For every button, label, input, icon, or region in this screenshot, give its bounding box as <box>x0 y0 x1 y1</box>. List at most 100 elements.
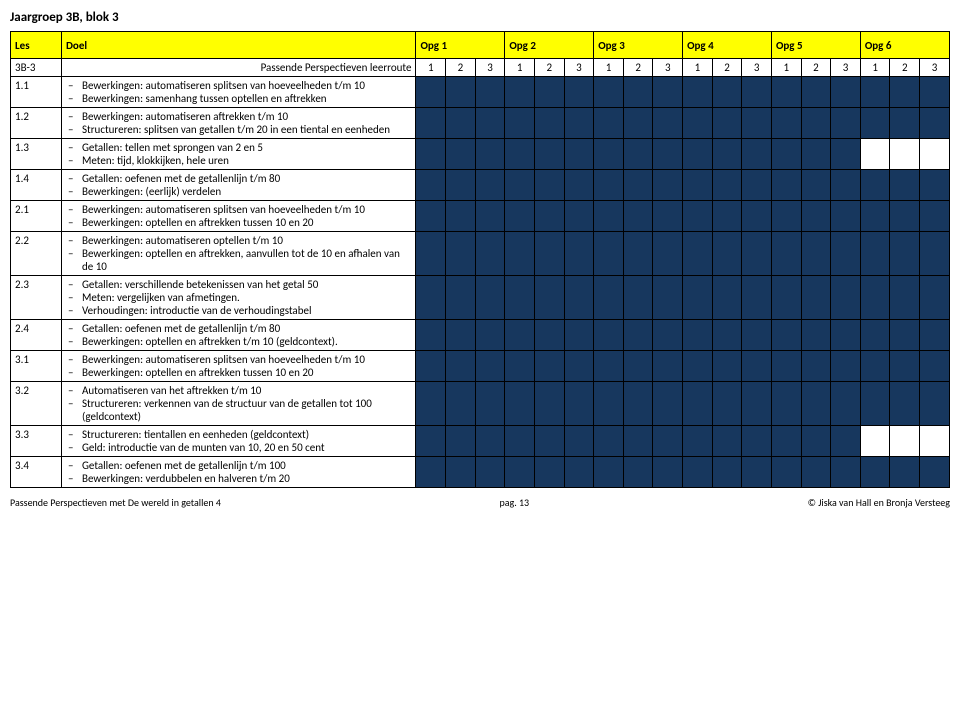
grid-cell <box>534 276 564 320</box>
grid-cell <box>920 170 950 201</box>
table-row: 1.3Getallen: tellen met sprongen van 2 e… <box>11 139 950 170</box>
grid-cell <box>446 139 476 170</box>
row-code: 2.2 <box>11 232 62 276</box>
grid-cell <box>594 201 624 232</box>
grid-cell <box>475 276 505 320</box>
grid-cell <box>416 457 446 488</box>
grid-cell <box>683 426 713 457</box>
grid-cell <box>801 382 831 426</box>
grid-cell <box>416 276 446 320</box>
legend-num: 3 <box>564 59 594 77</box>
hdr-doel: Doel <box>61 32 415 59</box>
grid-cell <box>505 77 535 108</box>
table-row: 3.2Automatiseren van het aftrekken t/m 1… <box>11 382 950 426</box>
doel-item: Getallen: oefenen met de getallenlijn t/… <box>80 459 411 472</box>
grid-cell <box>742 77 772 108</box>
grid-cell <box>446 382 476 426</box>
doel-item: Bewerkingen: samenhang tussen optellen e… <box>80 92 411 105</box>
doel-item: Structureren: verkennen van de structuur… <box>80 397 411 423</box>
row-code: 1.2 <box>11 108 62 139</box>
row-doel: Getallen: oefenen met de getallenlijn t/… <box>61 457 415 488</box>
doel-item: Structureren: tientallen en eenheden (ge… <box>80 428 411 441</box>
grid-cell <box>594 108 624 139</box>
table-row: 2.2 Bewerkingen: automatiseren optellen t… <box>11 232 950 276</box>
grid-cell <box>564 457 594 488</box>
grid-cell <box>860 351 890 382</box>
grid-cell <box>594 320 624 351</box>
grid-cell <box>771 201 801 232</box>
grid-cell <box>475 77 505 108</box>
grid-cell <box>860 426 890 457</box>
grid-cell <box>534 170 564 201</box>
grid-cell <box>683 108 713 139</box>
doel-item: Bewerkingen: automatiseren splitsen van … <box>80 79 411 92</box>
grid-cell <box>801 351 831 382</box>
grid-cell <box>623 426 653 457</box>
legend-num: 1 <box>505 59 535 77</box>
grid-cell <box>416 351 446 382</box>
grid-cell <box>712 108 742 139</box>
legend-num: 3 <box>920 59 950 77</box>
grid-cell <box>534 351 564 382</box>
doel-item: Verhoudingen: introductie van de verhoud… <box>80 304 411 317</box>
doel-item: Bewerkingen: verdubbelen en halveren t/m… <box>80 472 411 485</box>
grid-cell <box>712 170 742 201</box>
grid-cell <box>623 77 653 108</box>
table-row: 3.3Structureren: tientallen en eenheden … <box>11 426 950 457</box>
grid-cell <box>712 77 742 108</box>
grid-cell <box>890 426 920 457</box>
grid-cell <box>564 170 594 201</box>
grid-cell <box>534 232 564 276</box>
grid-cell <box>920 77 950 108</box>
grid-cell <box>534 77 564 108</box>
grid-cell <box>505 170 535 201</box>
grid-cell <box>890 139 920 170</box>
grid-cell <box>742 320 772 351</box>
row-doel: Automatiseren van het aftrekken t/m 10St… <box>61 382 415 426</box>
row-doel: Bewerkingen: automatiseren splitsen van … <box>61 351 415 382</box>
grid-cell <box>505 139 535 170</box>
grid-cell <box>416 77 446 108</box>
row-doel: Getallen: oefenen met de getallenlijn t/… <box>61 320 415 351</box>
legend-num: 3 <box>831 59 861 77</box>
grid-cell <box>683 77 713 108</box>
doel-item: Automatiseren van het aftrekken t/m 10 <box>80 384 411 397</box>
grid-cell <box>623 276 653 320</box>
doel-item: Bewerkingen: automatiseren optellen t/m … <box>80 234 411 247</box>
grid-cell <box>416 139 446 170</box>
legend-num: 1 <box>860 59 890 77</box>
grid-cell <box>623 457 653 488</box>
grid-cell <box>475 201 505 232</box>
grid-cell <box>801 320 831 351</box>
grid-cell <box>505 426 535 457</box>
grid-cell <box>771 426 801 457</box>
grid-cell <box>653 139 683 170</box>
grid-cell <box>742 426 772 457</box>
grid-cell <box>831 276 861 320</box>
grid-cell <box>623 320 653 351</box>
grid-cell <box>534 382 564 426</box>
grid-cell <box>623 351 653 382</box>
grid-cell <box>683 382 713 426</box>
doel-item: Bewerkingen: automatiseren aftrekken t/m… <box>80 110 411 123</box>
grid-cell <box>505 108 535 139</box>
grid-cell <box>742 382 772 426</box>
legend-num: 1 <box>416 59 446 77</box>
grid-cell <box>860 276 890 320</box>
legend-num: 3 <box>653 59 683 77</box>
grid-cell <box>890 276 920 320</box>
doel-item: Bewerkingen: optellen en aftrekken, aanv… <box>80 247 411 273</box>
table-row: 2.1Bewerkingen: automatiseren splitsen v… <box>11 201 950 232</box>
grid-cell <box>416 320 446 351</box>
row-doel: Bewerkingen: automatiseren aftrekken t/m… <box>61 108 415 139</box>
grid-cell <box>771 351 801 382</box>
grid-cell <box>712 351 742 382</box>
grid-cell <box>801 201 831 232</box>
grid-cell <box>505 232 535 276</box>
grid-cell <box>771 139 801 170</box>
grid-cell <box>653 108 683 139</box>
grid-cell <box>742 170 772 201</box>
grid-cell <box>683 232 713 276</box>
grid-cell <box>683 139 713 170</box>
page-title: Jaargroep 3B, blok 3 <box>10 10 950 25</box>
